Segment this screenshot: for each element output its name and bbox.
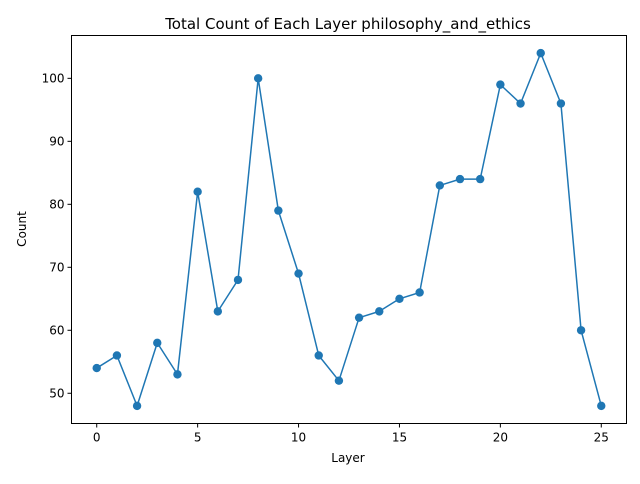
x-tick-label: 25 — [594, 431, 609, 445]
data-point — [415, 288, 424, 297]
data-point — [334, 376, 344, 385]
data-point — [314, 351, 323, 360]
x-axis-label: Layer — [331, 451, 365, 465]
data-point — [92, 363, 101, 373]
data-point — [253, 74, 263, 83]
data-point — [455, 174, 465, 184]
data-point — [173, 370, 182, 379]
y-tick-label: 70 — [49, 260, 64, 274]
data-point — [153, 338, 162, 348]
plot-area — [92, 48, 606, 411]
data-point — [435, 181, 445, 190]
x-axis: 0 5 10 15 20 25 — [93, 423, 609, 445]
y-tick-label: 90 — [49, 134, 64, 148]
data-point — [475, 174, 485, 184]
data-point — [516, 99, 525, 108]
data-point — [193, 187, 202, 196]
data-point — [294, 269, 303, 278]
chart-title: Total Count of Each Layer philosophy_and… — [164, 15, 531, 34]
data-point — [354, 313, 364, 322]
y-tick-label: 100 — [42, 71, 65, 85]
data-point — [536, 48, 545, 58]
data-point — [132, 401, 142, 411]
data-point — [375, 307, 384, 316]
data-point — [112, 351, 122, 360]
data-point — [496, 80, 505, 89]
data-point — [395, 294, 404, 303]
x-tick-label: 5 — [194, 431, 202, 445]
data-point — [556, 99, 566, 108]
y-tick-label: 80 — [49, 197, 64, 211]
data-point — [597, 401, 606, 411]
data-point — [576, 326, 586, 335]
x-tick-label: 0 — [93, 431, 101, 445]
x-tick-label: 15 — [392, 431, 407, 445]
data-point — [274, 206, 283, 215]
data-point — [233, 275, 243, 285]
data-point — [213, 307, 223, 316]
series-line — [96, 52, 602, 407]
x-tick-label: 10 — [291, 431, 306, 445]
y-tick-label: 50 — [49, 386, 64, 400]
x-tick-label: 20 — [493, 431, 508, 445]
y-axis: 50 60 70 80 90 100 — [42, 71, 72, 400]
y-tick-label: 60 — [49, 323, 64, 337]
plot-frame — [71, 35, 627, 424]
y-axis-label: Count — [15, 211, 29, 247]
